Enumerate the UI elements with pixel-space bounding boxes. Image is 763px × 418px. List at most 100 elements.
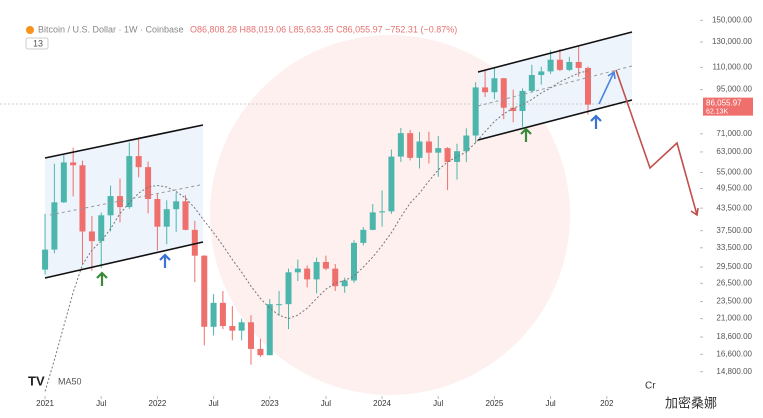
candle-body <box>79 165 86 232</box>
arrow <box>590 114 602 129</box>
arrow <box>520 127 532 142</box>
channel-mid <box>49 184 201 216</box>
y-tick-label: 95,000.00 <box>716 85 752 94</box>
candle-body <box>126 156 133 208</box>
btc-icon <box>26 26 34 34</box>
candle-body <box>70 162 77 166</box>
candle-body <box>42 249 49 270</box>
y-tick-label: 37,500.00 <box>716 226 752 235</box>
candle-body <box>247 322 254 349</box>
x-tick-label: 2023 <box>261 399 279 408</box>
candle-body <box>173 201 180 210</box>
y-tick-label: 63,000.00 <box>716 147 752 156</box>
header-ohlc: O86,808.28 H88,019.06 L85,633.35 C86,055… <box>190 24 457 34</box>
x-tick-label: 202 <box>600 399 614 408</box>
candle-body <box>472 87 479 136</box>
badge-text: 13 <box>33 38 43 48</box>
candle-body <box>360 229 367 243</box>
tv-logo: TV <box>28 373 45 388</box>
y-tick-label: 43,500.00 <box>716 203 752 212</box>
ma-label: MA50 <box>58 376 82 386</box>
channel-line <box>477 99 633 141</box>
x-tick-label: 2025 <box>486 399 504 408</box>
candle-body <box>201 255 208 327</box>
y-tick-label: 55,000.00 <box>716 168 752 177</box>
candle-body <box>407 133 414 158</box>
candle-body <box>510 107 517 112</box>
candle-body <box>88 231 95 242</box>
axis-bg <box>700 0 763 418</box>
arrow <box>96 271 108 286</box>
candle-body <box>463 135 470 152</box>
y-tick-label: 18,600.00 <box>716 332 752 341</box>
x-tick-label: Jul <box>433 399 443 408</box>
arrow <box>615 69 699 217</box>
candle-body <box>350 242 357 281</box>
x-tick-label: 2024 <box>373 399 391 408</box>
candle-body <box>285 272 292 305</box>
candle-body <box>51 202 58 250</box>
x-tick-label: Jul <box>208 399 218 408</box>
channel-line <box>44 241 204 279</box>
candle-body <box>491 78 498 93</box>
y-tick-label: 21,000.00 <box>716 314 752 323</box>
candle-body <box>435 148 442 153</box>
x-tick-label: 2022 <box>149 399 167 408</box>
candle-body <box>500 78 507 108</box>
x-tick-label: 2021 <box>36 399 54 408</box>
candle-body <box>229 326 236 331</box>
candle-body <box>444 148 451 162</box>
candle-body <box>313 262 320 280</box>
y-tick-label: 49,500.00 <box>716 184 752 193</box>
y-tick-label: 23,500.00 <box>716 297 752 306</box>
candle-body <box>547 59 554 72</box>
candle-body <box>528 75 535 91</box>
y-tick-label: 14,800.00 <box>716 367 752 376</box>
watermark-brand: Cr <box>645 381 656 392</box>
x-tick-label: Jul <box>545 399 555 408</box>
candle-body <box>304 268 311 280</box>
arrow <box>598 70 616 105</box>
candle-body <box>322 262 329 269</box>
candle-body <box>182 201 189 230</box>
x-tick-label: Jul <box>321 399 331 408</box>
candle-body <box>145 167 152 200</box>
candle-body <box>369 212 376 230</box>
candle-body <box>538 71 545 76</box>
y-tick-label: 150,000.00 <box>712 15 753 24</box>
y-tick-label: 16,600.00 <box>716 349 752 358</box>
candle-body <box>341 280 348 287</box>
y-tick-label: 130,000.00 <box>712 37 753 46</box>
candle-body <box>584 67 591 105</box>
candle-body <box>116 196 123 208</box>
channel-line <box>477 31 633 73</box>
candle-body <box>98 215 105 242</box>
candle-body <box>454 151 461 162</box>
arrow <box>159 253 171 268</box>
candle-body <box>210 302 217 327</box>
channel-line <box>44 124 204 159</box>
price-tag <box>703 97 753 116</box>
y-tick-label: 29,500.00 <box>716 262 752 271</box>
plot <box>42 46 591 392</box>
header-title: Bitcoin / U.S. Dollar · 1W · Coinbase <box>38 24 184 34</box>
candle-body <box>519 90 526 112</box>
candle-body <box>425 141 432 153</box>
candle-body <box>397 133 404 157</box>
candle-body <box>107 196 114 216</box>
candle-body <box>482 87 489 93</box>
y-tick-label: 26,500.00 <box>716 278 752 287</box>
badge[interactable] <box>25 37 49 50</box>
annotations <box>44 31 699 286</box>
candle-body <box>276 304 283 306</box>
candle-body <box>416 141 423 158</box>
candle-body <box>388 156 395 212</box>
candle-body <box>60 162 67 203</box>
x-tick-label: Jul <box>96 399 106 408</box>
candle-body <box>266 304 273 356</box>
candle-body <box>257 348 264 356</box>
y-tick-label: 33,500.00 <box>716 243 752 252</box>
candle-body <box>566 61 573 70</box>
watermark-author: 加密桑娜 <box>665 395 717 410</box>
candle-body <box>135 156 142 168</box>
